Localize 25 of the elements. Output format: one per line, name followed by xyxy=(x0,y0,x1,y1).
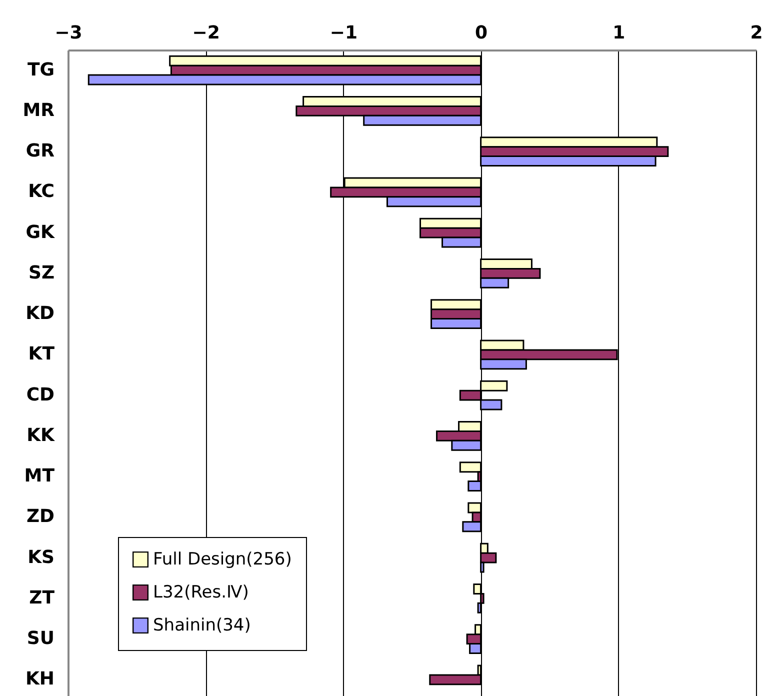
x-tick-label: −3 xyxy=(54,22,82,44)
y-tick-label: KD xyxy=(26,303,54,324)
y-tick-label: MT xyxy=(24,466,56,487)
y-tick-label: SU xyxy=(26,628,54,650)
y-tick-label: CD xyxy=(26,384,54,406)
y-tick-label: ZT xyxy=(29,587,56,608)
y-tick-label: KS xyxy=(28,546,54,568)
x-tick-label: 2 xyxy=(750,22,763,44)
y-tick-label: KH xyxy=(25,668,54,690)
y-tick-label: ZD xyxy=(26,506,54,528)
y-tick-label: KT xyxy=(28,344,56,365)
legend-label: Shainin(34) xyxy=(153,616,251,636)
y-tick-label: MR xyxy=(22,100,55,121)
y-tick-label: TG xyxy=(27,59,54,80)
y-tick-label: GR xyxy=(26,140,55,162)
x-tick-label: −1 xyxy=(330,22,358,44)
y-tick-label: GK xyxy=(26,222,56,243)
legend-label: Full Design(256) xyxy=(153,550,292,570)
y-tick-label: SZ xyxy=(28,262,54,284)
legend-label: L32(Res.Ⅳ) xyxy=(153,582,249,602)
y-tick-label: KC xyxy=(28,181,54,202)
y-tick-label: KK xyxy=(26,424,56,446)
x-tick-label: 1 xyxy=(612,22,626,44)
x-tick-label: 0 xyxy=(475,22,488,44)
x-tick-label: −2 xyxy=(192,22,220,44)
